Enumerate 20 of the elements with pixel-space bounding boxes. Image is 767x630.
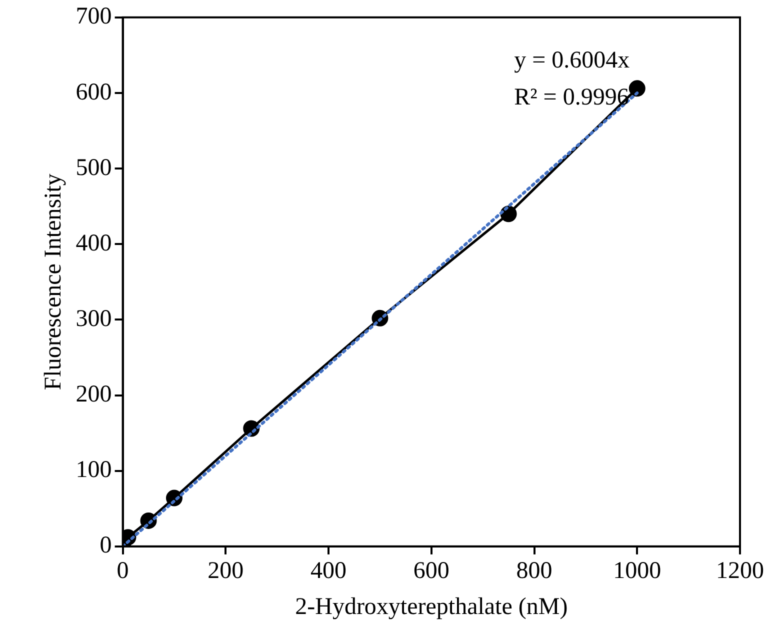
point — [628, 80, 646, 97]
x-axis-title: 2-Hydroxyterepthalate (nM) — [295, 594, 568, 620]
y-tick-label: 700 — [76, 4, 112, 30]
y-tick-label: 600 — [76, 79, 112, 106]
y-tick-label: 100 — [76, 457, 112, 484]
x-tick-label: 800 — [516, 558, 552, 584]
y-tick-label: 300 — [76, 306, 112, 332]
y-tick-label: 400 — [76, 230, 112, 256]
x-tick-label: 1200 — [716, 558, 764, 584]
x-tick-label: 0 — [116, 558, 129, 584]
y-tick-label: 500 — [76, 154, 112, 181]
y-tick-label: 200 — [76, 382, 112, 408]
y-axis-title: Fluorescence Intensity — [40, 174, 67, 390]
annotation: y = 0.6004x — [514, 47, 630, 74]
annotation: R² = 0.9996 — [514, 84, 629, 110]
x-tick-label: 600 — [413, 558, 450, 584]
x-tick-label: 1000 — [613, 558, 662, 584]
x-tick-label: 400 — [310, 558, 347, 584]
x-tick-label: 200 — [208, 558, 244, 584]
y-tick-label: 0 — [100, 532, 112, 559]
